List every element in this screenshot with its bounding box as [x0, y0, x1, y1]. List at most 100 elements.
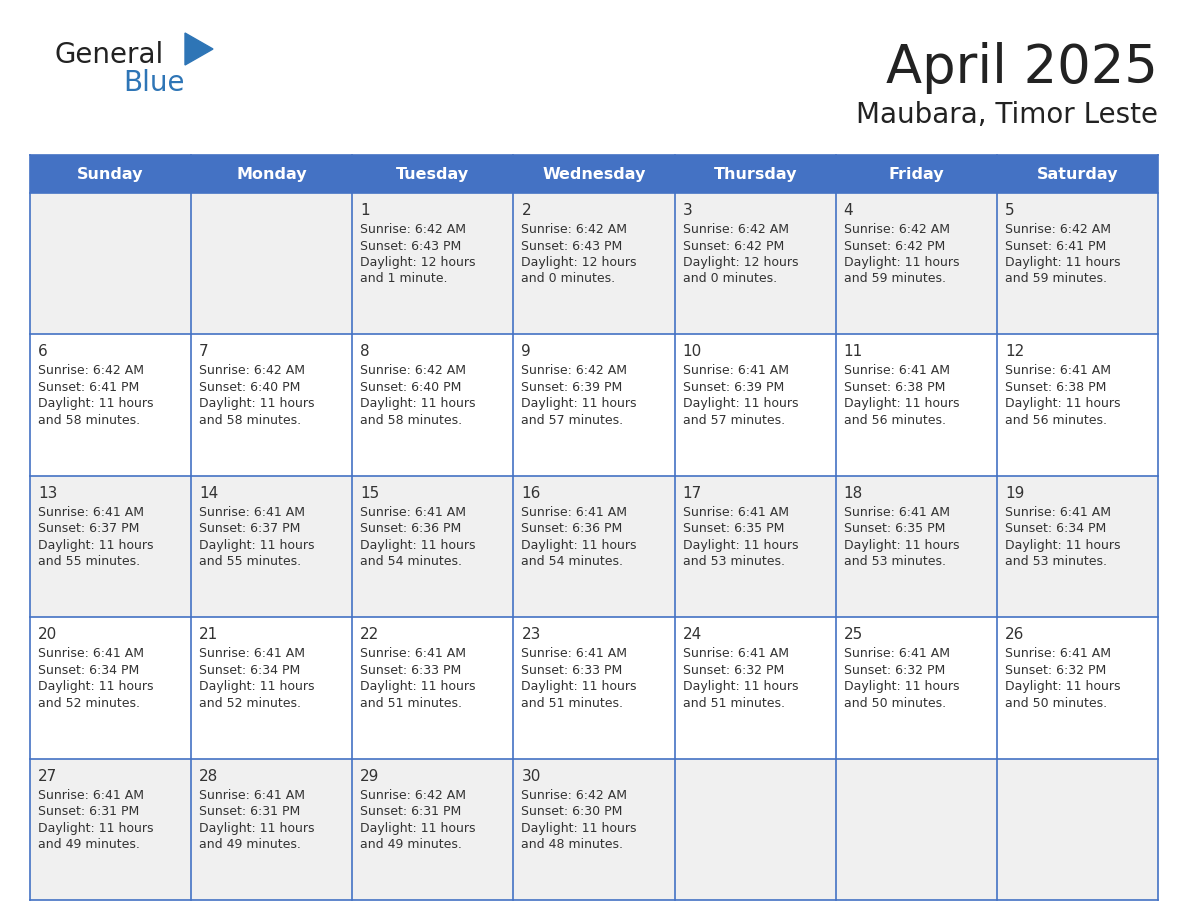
Text: Sunset: 6:40 PM: Sunset: 6:40 PM	[360, 381, 462, 394]
Text: Sunrise: 6:41 AM: Sunrise: 6:41 AM	[200, 647, 305, 660]
Text: Sunday: Sunday	[77, 166, 144, 182]
Text: and 50 minutes.: and 50 minutes.	[1005, 697, 1107, 710]
Text: 23: 23	[522, 627, 541, 643]
Text: Sunset: 6:31 PM: Sunset: 6:31 PM	[200, 805, 301, 818]
Text: 30: 30	[522, 768, 541, 784]
Text: Blue: Blue	[124, 69, 184, 97]
Text: Daylight: 11 hours: Daylight: 11 hours	[522, 822, 637, 834]
Bar	[353, 193, 513, 334]
Text: 12: 12	[1005, 344, 1024, 360]
Bar	[30, 476, 191, 617]
Text: Sunrise: 6:41 AM: Sunrise: 6:41 AM	[38, 789, 144, 801]
Bar	[191, 476, 353, 617]
Text: and 58 minutes.: and 58 minutes.	[38, 414, 140, 427]
Text: Daylight: 11 hours: Daylight: 11 hours	[1005, 539, 1120, 552]
Bar	[191, 155, 353, 193]
Text: Sunrise: 6:42 AM: Sunrise: 6:42 AM	[1005, 223, 1111, 236]
Text: 17: 17	[683, 486, 702, 501]
Text: Sunrise: 6:42 AM: Sunrise: 6:42 AM	[522, 364, 627, 377]
Text: Saturday: Saturday	[1037, 166, 1118, 182]
Text: Daylight: 11 hours: Daylight: 11 hours	[360, 822, 475, 834]
Text: Daylight: 12 hours: Daylight: 12 hours	[522, 256, 637, 269]
Bar	[997, 617, 1158, 758]
Bar	[513, 758, 675, 900]
Text: Daylight: 12 hours: Daylight: 12 hours	[360, 256, 475, 269]
Text: 7: 7	[200, 344, 209, 360]
Text: Sunrise: 6:42 AM: Sunrise: 6:42 AM	[38, 364, 144, 377]
Text: and 0 minutes.: and 0 minutes.	[522, 273, 615, 285]
Text: Sunrise: 6:41 AM: Sunrise: 6:41 AM	[200, 506, 305, 519]
Text: Sunset: 6:43 PM: Sunset: 6:43 PM	[522, 240, 623, 252]
Bar	[835, 476, 997, 617]
Text: 18: 18	[843, 486, 862, 501]
Text: and 57 minutes.: and 57 minutes.	[522, 414, 624, 427]
Text: Sunrise: 6:41 AM: Sunrise: 6:41 AM	[683, 506, 789, 519]
Bar	[675, 334, 835, 476]
Text: 26: 26	[1005, 627, 1024, 643]
Text: 27: 27	[38, 768, 57, 784]
Bar	[835, 155, 997, 193]
Bar	[191, 617, 353, 758]
Text: Sunset: 6:38 PM: Sunset: 6:38 PM	[1005, 381, 1106, 394]
Text: Sunset: 6:32 PM: Sunset: 6:32 PM	[1005, 664, 1106, 677]
Bar	[513, 193, 675, 334]
Text: Daylight: 11 hours: Daylight: 11 hours	[38, 822, 153, 834]
Text: Sunrise: 6:41 AM: Sunrise: 6:41 AM	[38, 647, 144, 660]
Text: and 49 minutes.: and 49 minutes.	[38, 838, 140, 851]
Text: 14: 14	[200, 486, 219, 501]
Text: Daylight: 11 hours: Daylight: 11 hours	[1005, 397, 1120, 410]
Text: and 57 minutes.: and 57 minutes.	[683, 414, 785, 427]
Text: and 51 minutes.: and 51 minutes.	[522, 697, 624, 710]
Bar	[997, 193, 1158, 334]
Text: Sunset: 6:41 PM: Sunset: 6:41 PM	[1005, 240, 1106, 252]
Text: Tuesday: Tuesday	[397, 166, 469, 182]
Polygon shape	[185, 33, 213, 65]
Text: Daylight: 11 hours: Daylight: 11 hours	[360, 397, 475, 410]
Text: Monday: Monday	[236, 166, 307, 182]
Text: 16: 16	[522, 486, 541, 501]
Text: Sunrise: 6:41 AM: Sunrise: 6:41 AM	[1005, 647, 1111, 660]
Text: Sunrise: 6:41 AM: Sunrise: 6:41 AM	[683, 364, 789, 377]
Bar	[997, 155, 1158, 193]
Text: Sunset: 6:37 PM: Sunset: 6:37 PM	[38, 522, 139, 535]
Text: 25: 25	[843, 627, 862, 643]
Bar	[835, 758, 997, 900]
Text: Maubara, Timor Leste: Maubara, Timor Leste	[857, 101, 1158, 129]
Bar	[997, 758, 1158, 900]
Bar	[353, 334, 513, 476]
Text: 2: 2	[522, 203, 531, 218]
Text: Sunrise: 6:42 AM: Sunrise: 6:42 AM	[843, 223, 949, 236]
Text: Sunset: 6:42 PM: Sunset: 6:42 PM	[843, 240, 944, 252]
Text: and 59 minutes.: and 59 minutes.	[843, 273, 946, 285]
Text: Sunrise: 6:41 AM: Sunrise: 6:41 AM	[843, 506, 949, 519]
Text: Sunset: 6:42 PM: Sunset: 6:42 PM	[683, 240, 784, 252]
Text: 6: 6	[38, 344, 48, 360]
Text: Friday: Friday	[889, 166, 944, 182]
Text: Daylight: 11 hours: Daylight: 11 hours	[683, 680, 798, 693]
Text: 24: 24	[683, 627, 702, 643]
Text: Sunrise: 6:41 AM: Sunrise: 6:41 AM	[683, 647, 789, 660]
Text: Sunrise: 6:41 AM: Sunrise: 6:41 AM	[1005, 364, 1111, 377]
Text: 1: 1	[360, 203, 369, 218]
Text: Sunset: 6:37 PM: Sunset: 6:37 PM	[200, 522, 301, 535]
Text: and 51 minutes.: and 51 minutes.	[683, 697, 784, 710]
Text: Wednesday: Wednesday	[542, 166, 646, 182]
Text: Sunrise: 6:41 AM: Sunrise: 6:41 AM	[360, 647, 466, 660]
Text: and 56 minutes.: and 56 minutes.	[843, 414, 946, 427]
Text: Sunrise: 6:41 AM: Sunrise: 6:41 AM	[38, 506, 144, 519]
Text: Sunset: 6:39 PM: Sunset: 6:39 PM	[522, 381, 623, 394]
Text: Daylight: 12 hours: Daylight: 12 hours	[683, 256, 798, 269]
Text: Daylight: 11 hours: Daylight: 11 hours	[843, 256, 959, 269]
Text: Daylight: 11 hours: Daylight: 11 hours	[38, 397, 153, 410]
Text: 29: 29	[360, 768, 380, 784]
Bar	[353, 758, 513, 900]
Text: 21: 21	[200, 627, 219, 643]
Text: Sunset: 6:36 PM: Sunset: 6:36 PM	[360, 522, 461, 535]
Text: and 52 minutes.: and 52 minutes.	[200, 697, 301, 710]
Text: Sunrise: 6:42 AM: Sunrise: 6:42 AM	[522, 223, 627, 236]
Text: 8: 8	[360, 344, 369, 360]
Text: and 51 minutes.: and 51 minutes.	[360, 697, 462, 710]
Text: Sunset: 6:40 PM: Sunset: 6:40 PM	[200, 381, 301, 394]
Text: 28: 28	[200, 768, 219, 784]
Text: Daylight: 11 hours: Daylight: 11 hours	[843, 397, 959, 410]
